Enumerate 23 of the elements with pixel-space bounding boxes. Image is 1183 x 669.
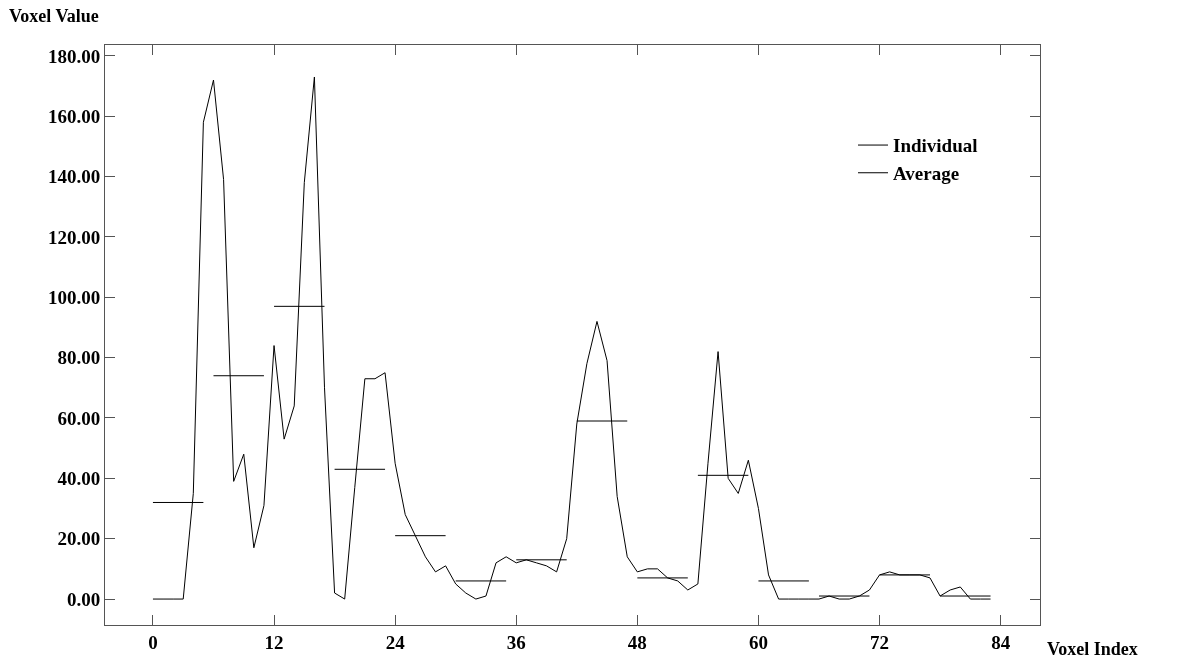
y-axis-title: Voxel Value	[9, 6, 99, 26]
y-tick-label: 140.00	[47, 166, 101, 188]
x-tick-label: 0	[148, 631, 158, 653]
x-tick-label: 72	[870, 631, 890, 653]
y-tick-label: 120.00	[47, 226, 101, 248]
y-tick-label: 80.00	[57, 347, 101, 369]
y-tick-label: 60.00	[57, 407, 101, 429]
y-tick-label: 160.00	[47, 105, 101, 127]
x-axis-title: Voxel Index	[1047, 639, 1138, 659]
x-tick-label: 60	[748, 631, 768, 653]
y-tick-label: 40.00	[57, 467, 101, 489]
legend-label: Individual	[893, 135, 978, 157]
y-tick-label: 180.00	[47, 45, 101, 67]
line-series	[152, 76, 992, 600]
x-tick-label: 84	[991, 631, 1011, 653]
x-tick-label: 24	[385, 631, 406, 653]
y-tick-label: 20.00	[57, 528, 101, 550]
y-tick-label: 0.00	[66, 588, 101, 610]
legend-label: Average	[893, 163, 960, 185]
x-tick-label: 12	[264, 631, 284, 653]
x-tick-label: 36	[506, 631, 526, 653]
x-tick-label: 48	[627, 631, 647, 653]
y-tick-label: 100.00	[47, 286, 101, 308]
